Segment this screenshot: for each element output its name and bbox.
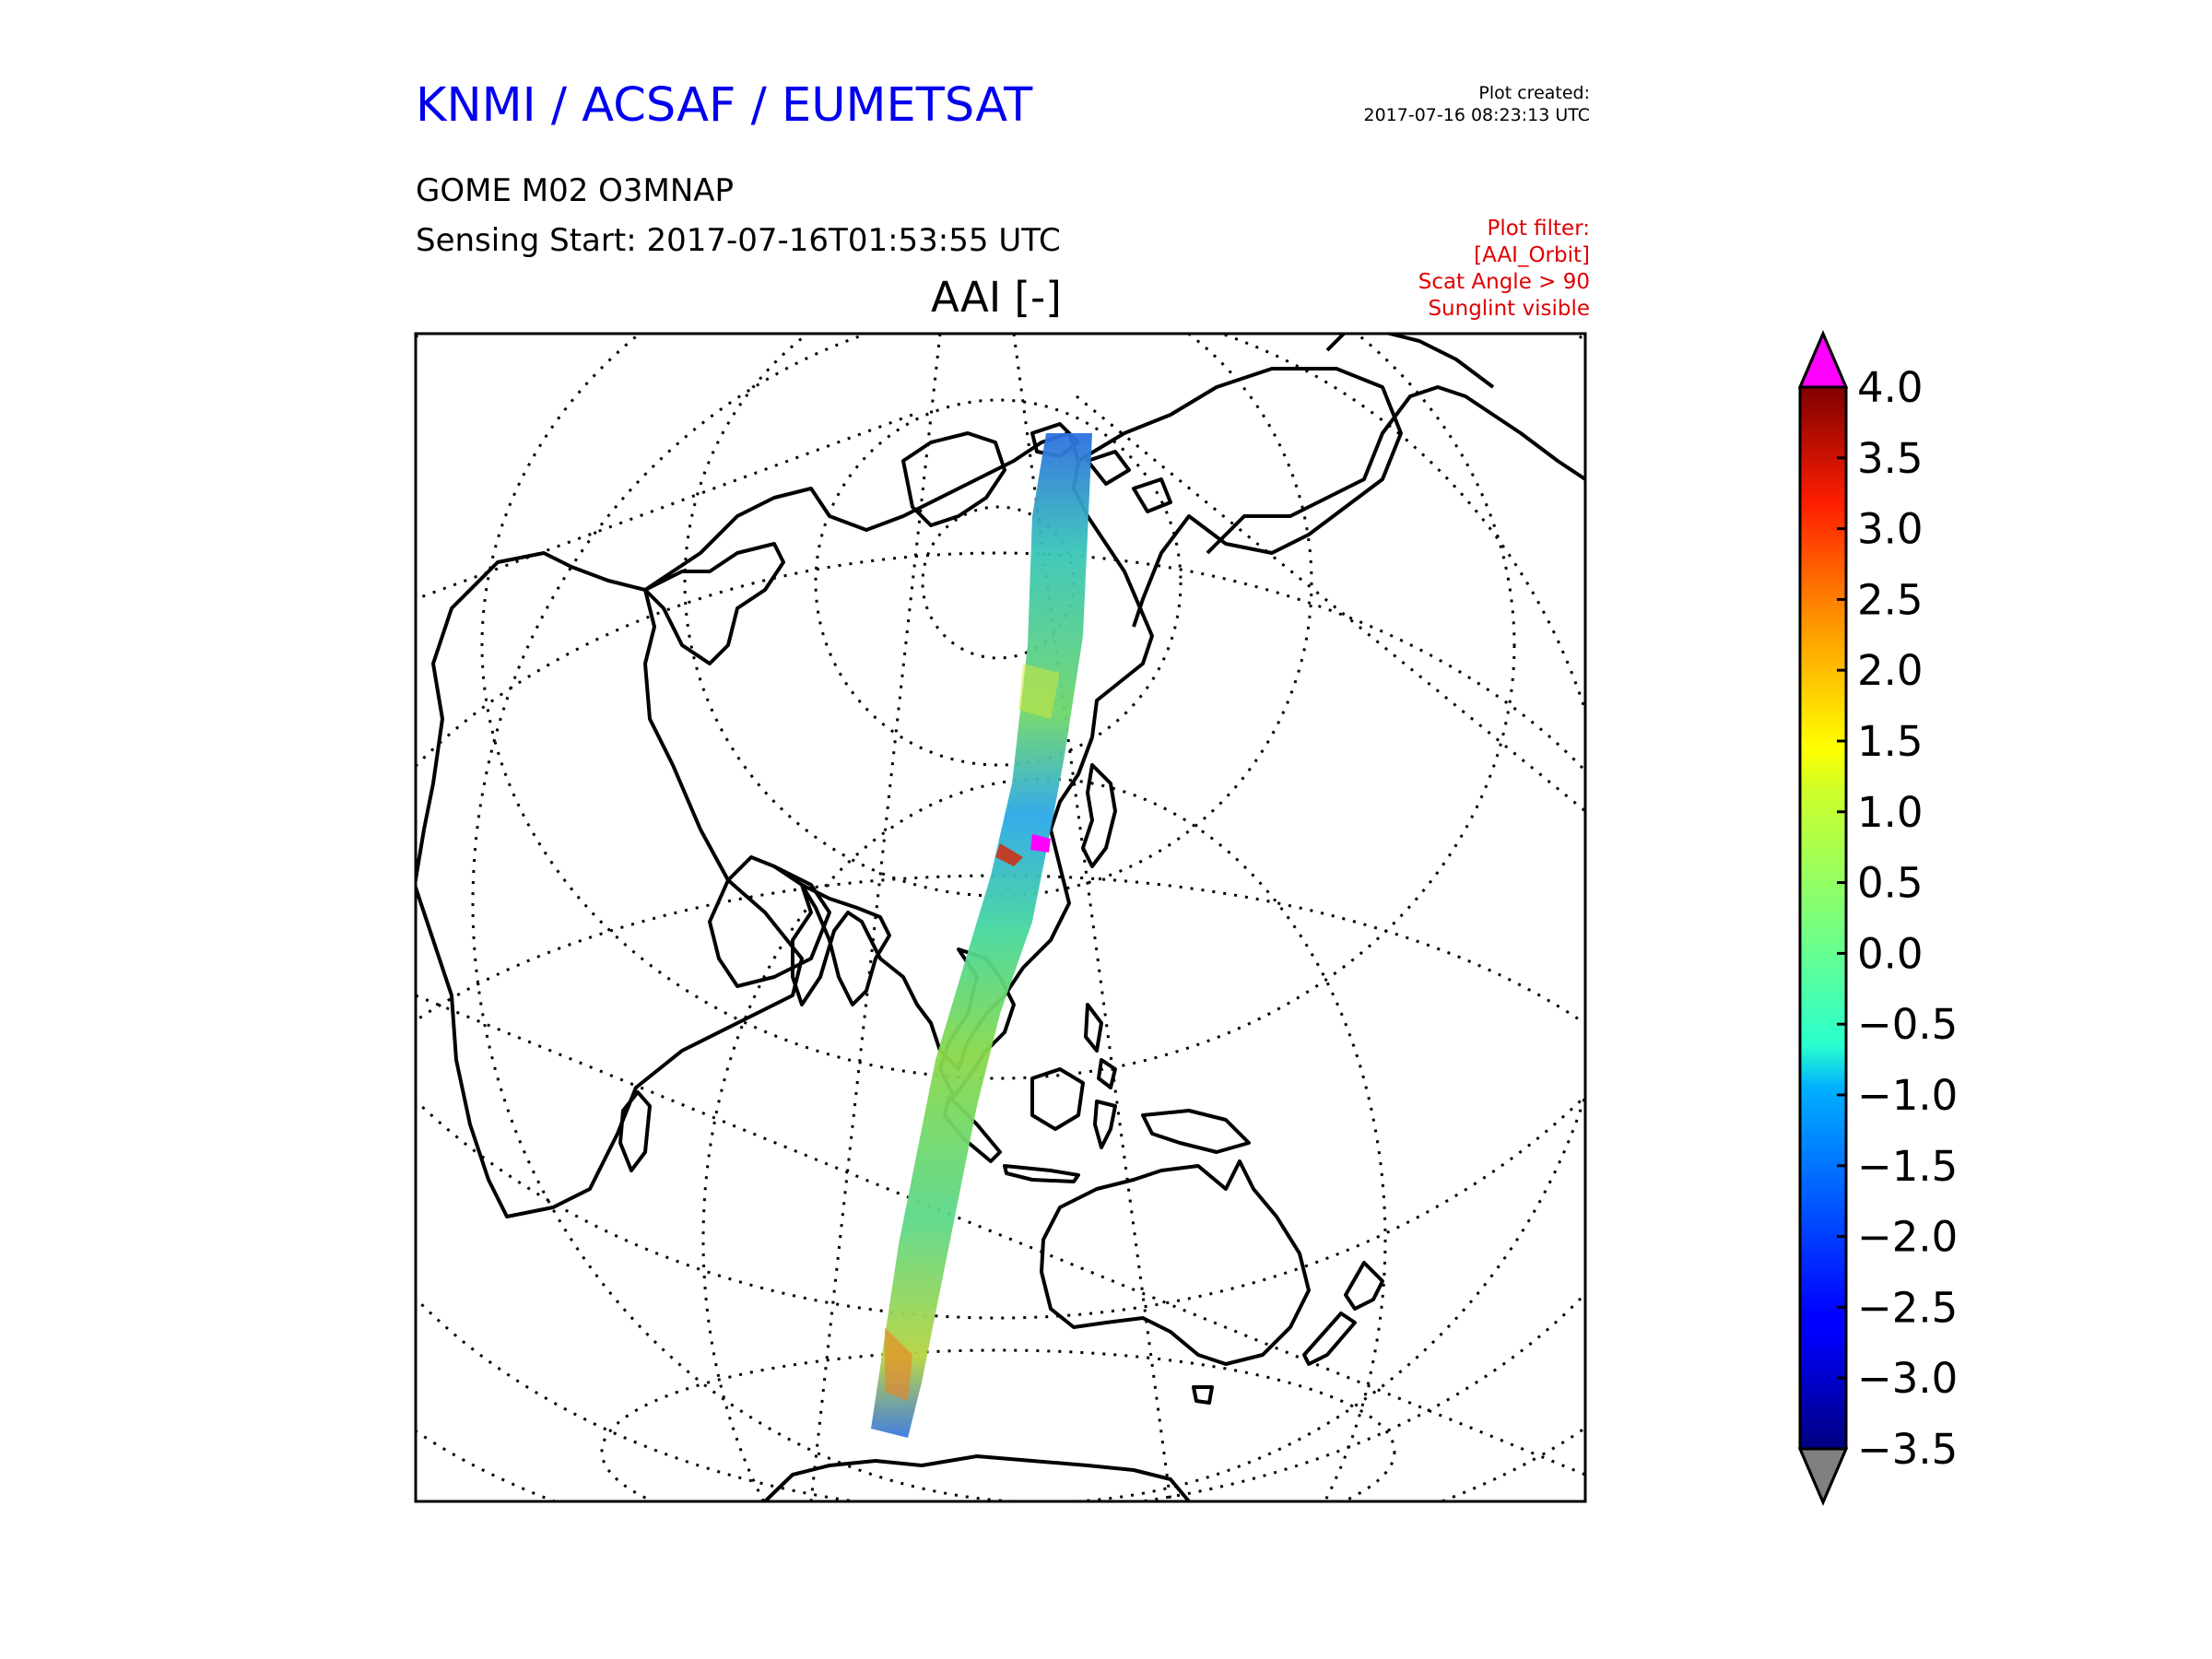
coast-antarctica (763, 1454, 1191, 1501)
latitude-circle (814, 398, 1182, 767)
sensing-start: Sensing Start: 2017-07-16T01:53:55 UTC (416, 222, 1061, 259)
plot-filter-line: Sunglint visible (1428, 297, 1590, 321)
colorbar-tick-label: 2.0 (1857, 646, 1924, 695)
colorbar-tick-label: 2.5 (1857, 575, 1924, 624)
colorbar-tick-label: 3.0 (1857, 505, 1924, 554)
colorbar-tick-label: −2.5 (1857, 1283, 1958, 1332)
coast-java (1003, 1164, 1080, 1183)
colorbar-tick-label: −0.5 (1857, 1000, 1958, 1049)
coast-australia (1040, 1159, 1311, 1366)
plot-filter-line: Scat Angle > 90 (1418, 270, 1590, 294)
coast-new-guinea (1141, 1109, 1251, 1154)
colorbar-over-arrow (1797, 330, 1849, 389)
coast-greenland (901, 431, 1006, 527)
colorbar-tick-label: 4.0 (1857, 363, 1924, 412)
colorbar-tick-label: 0.0 (1857, 929, 1924, 978)
latitude-circle (600, 1348, 1396, 1501)
map-panel (416, 334, 1585, 1501)
coast-india (800, 883, 891, 1006)
coast-sulawesi (1093, 1100, 1117, 1149)
colorbar-tick-label: −3.5 (1857, 1425, 1958, 1474)
coast-arabia (708, 855, 831, 988)
coast-new-zealand (1302, 1261, 1384, 1366)
plot-filter-line: Plot filter: (1487, 217, 1590, 241)
coast-madagascar (618, 1090, 652, 1172)
coast-japan (1081, 763, 1117, 868)
plot-filter-line: [AAI_Orbit] (1474, 243, 1590, 267)
plot-created-timestamp: 2017-07-16 08:23:13 UTC (1363, 105, 1591, 125)
aai-swath (871, 433, 1092, 1438)
colorbar-tick-label: −2.0 (1857, 1213, 1958, 1262)
coast-borneo (1030, 1067, 1085, 1131)
latitude-circle (683, 334, 1313, 898)
coast-eurasia (643, 431, 1154, 1071)
colorbar-ticks: 4.0 3.5 3.0 2.5 2.0 1.5 1.0 0.5 0.0 −0.5 −1.0 −1.5 −… (1837, 363, 1958, 1474)
map-frame (414, 332, 1587, 1503)
colorbar-tick-label: −3.0 (1857, 1354, 1958, 1403)
swath-hotspot-orange (885, 1327, 912, 1401)
meridian-arc (701, 777, 1387, 1501)
meridian-line (809, 334, 942, 1501)
colorbar: 4.0 3.5 3.0 2.5 2.0 1.5 1.0 0.5 0.0 −0.5 −1.0 −1.5 −… (1797, 330, 1958, 1506)
org-title: KNMI / ACSAF / EUMETSAT (416, 78, 1033, 133)
colorbar-tick-label: 1.0 (1857, 788, 1924, 837)
swath-hotspot-magenta (1030, 834, 1051, 853)
meridian-arc (471, 334, 1585, 1501)
coast-ne-siberia (1077, 367, 1403, 628)
colorbar-tick-label: 0.5 (1857, 859, 1924, 908)
colorbar-tick-label: 1.5 (1857, 717, 1924, 766)
colorbar-tick-label: −1.5 (1857, 1142, 1958, 1191)
map-title: AAI [-] (931, 273, 1062, 322)
meridian-line (416, 994, 1585, 1477)
colorbar-gradient (1800, 387, 1846, 1449)
product-name: GOME M02 O3MNAP (416, 172, 735, 209)
plot-created-label: Plot created: (1478, 83, 1590, 103)
coast-alaska (1206, 385, 1585, 555)
coast-tasmania (1192, 1385, 1214, 1405)
colorbar-under-arrow (1797, 1447, 1849, 1506)
latitude-circle (480, 334, 1516, 1080)
coast-philippines (1084, 1003, 1117, 1089)
coast-africa (416, 551, 804, 1218)
colorbar-tick-label: −1.0 (1857, 1071, 1958, 1120)
coast-scandinavia (643, 542, 785, 665)
colorbar-tick-label: 3.5 (1857, 434, 1924, 483)
swath-hotspot-red (995, 843, 1023, 866)
swath-hotspot-yellow (1018, 664, 1060, 719)
